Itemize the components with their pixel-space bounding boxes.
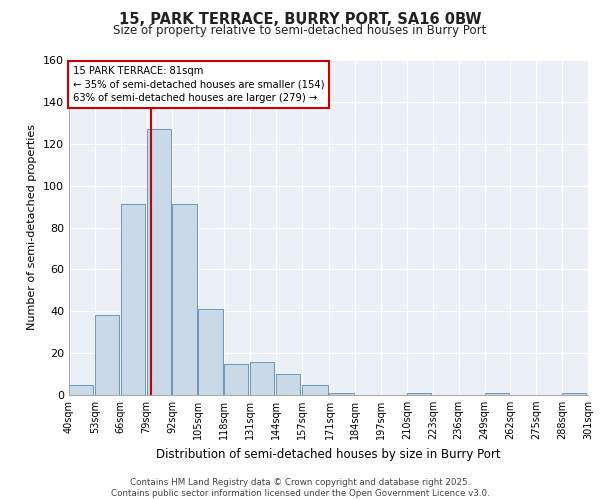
Bar bbox=[485, 393, 509, 395]
Text: 15, PARK TERRACE, BURRY PORT, SA16 0BW: 15, PARK TERRACE, BURRY PORT, SA16 0BW bbox=[119, 12, 481, 28]
Text: Contains HM Land Registry data © Crown copyright and database right 2025.
Contai: Contains HM Land Registry data © Crown c… bbox=[110, 478, 490, 498]
Bar bbox=[121, 204, 145, 395]
Bar bbox=[250, 362, 274, 395]
Bar bbox=[146, 129, 171, 395]
Bar bbox=[69, 384, 93, 395]
X-axis label: Distribution of semi-detached houses by size in Burry Port: Distribution of semi-detached houses by … bbox=[156, 448, 501, 460]
Bar bbox=[198, 309, 223, 395]
Text: 15 PARK TERRACE: 81sqm
← 35% of semi-detached houses are smaller (154)
63% of se: 15 PARK TERRACE: 81sqm ← 35% of semi-det… bbox=[73, 66, 325, 102]
Bar bbox=[302, 384, 328, 395]
Bar bbox=[562, 393, 586, 395]
Bar bbox=[407, 393, 431, 395]
Bar bbox=[276, 374, 300, 395]
Bar bbox=[172, 204, 197, 395]
Bar bbox=[329, 393, 354, 395]
Y-axis label: Number of semi-detached properties: Number of semi-detached properties bbox=[28, 124, 37, 330]
Bar bbox=[224, 364, 248, 395]
Text: Size of property relative to semi-detached houses in Burry Port: Size of property relative to semi-detach… bbox=[113, 24, 487, 37]
Bar bbox=[95, 316, 119, 395]
